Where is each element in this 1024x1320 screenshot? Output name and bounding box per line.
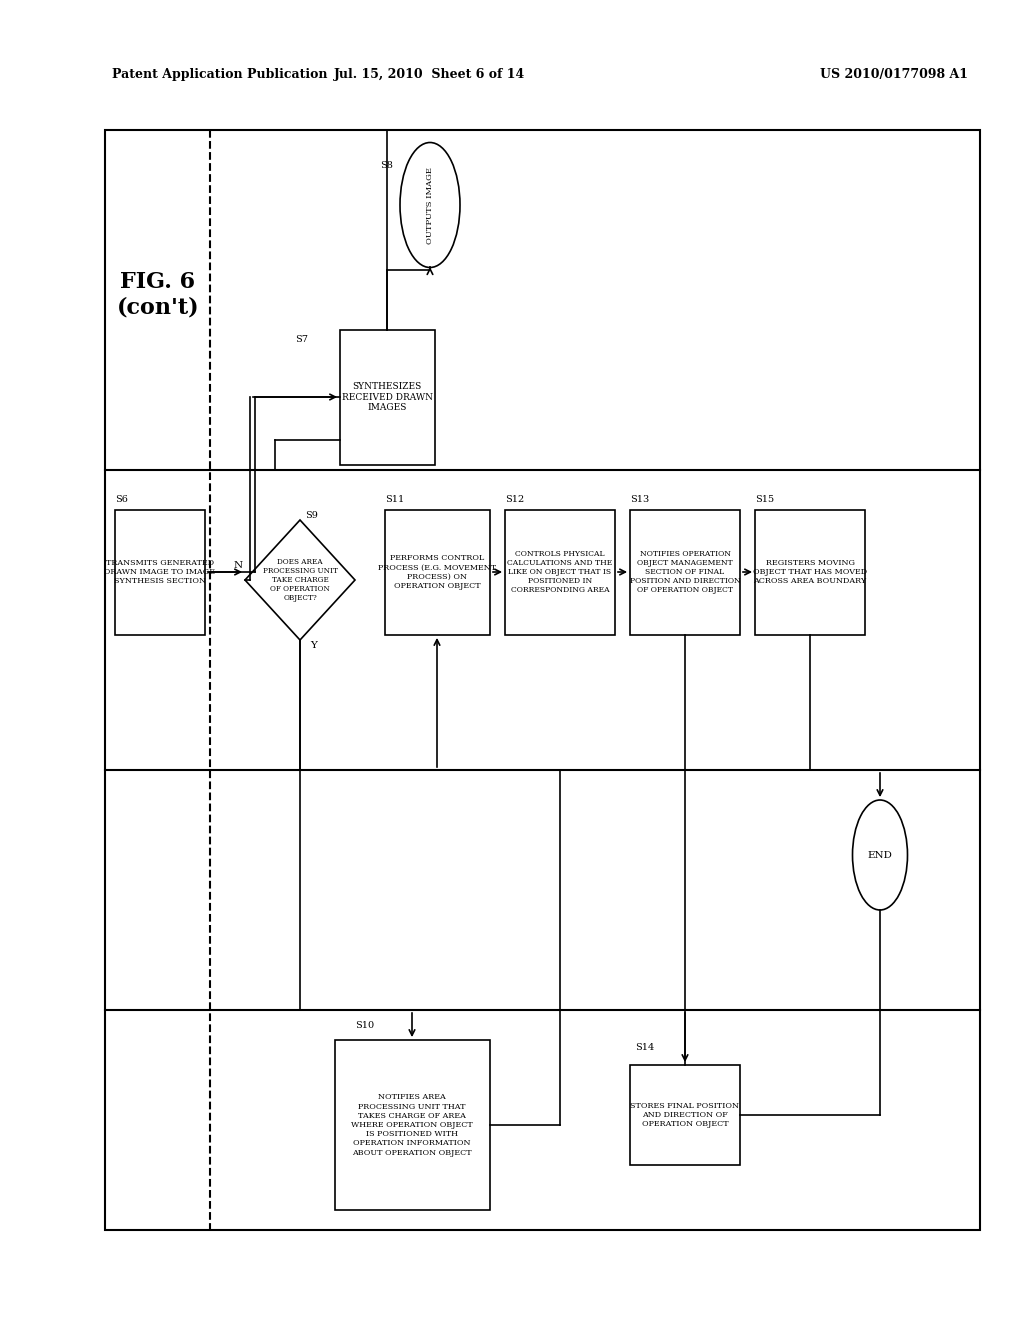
- Text: FIG. 6
(con't): FIG. 6 (con't): [117, 272, 200, 318]
- Text: NOTIFIES OPERATION
OBJECT MANAGEMENT
SECTION OF FINAL
POSITION AND DIRECTION
OF : NOTIFIES OPERATION OBJECT MANAGEMENT SEC…: [630, 549, 740, 594]
- Text: TRANSMITS GENERATED
DRAWN IMAGE TO IMAGE
SYNTHESIS SECTION: TRANSMITS GENERATED DRAWN IMAGE TO IMAGE…: [104, 558, 215, 585]
- Bar: [340, 330, 435, 465]
- Text: END: END: [867, 850, 893, 859]
- Text: PERFORMS CONTROL
PROCESS (E.G. MOVEMENT
PROCESS) ON
OPERATION OBJECT: PERFORMS CONTROL PROCESS (E.G. MOVEMENT …: [378, 554, 496, 590]
- Bar: [505, 510, 615, 635]
- Text: Jul. 15, 2010  Sheet 6 of 14: Jul. 15, 2010 Sheet 6 of 14: [335, 69, 525, 81]
- Text: N: N: [233, 561, 243, 569]
- Polygon shape: [245, 520, 355, 640]
- Text: US 2010/0177098 A1: US 2010/0177098 A1: [820, 69, 968, 81]
- Text: S14: S14: [635, 1044, 654, 1052]
- Text: S15: S15: [755, 495, 774, 504]
- Bar: [335, 1040, 490, 1210]
- Text: S10: S10: [355, 1020, 374, 1030]
- Text: REGISTERS MOVING
OBJECT THAT HAS MOVED
ACROSS AREA BOUNDARY: REGISTERS MOVING OBJECT THAT HAS MOVED A…: [753, 558, 867, 585]
- Text: S8: S8: [380, 161, 393, 169]
- Text: S7: S7: [295, 335, 308, 345]
- Bar: [385, 510, 490, 635]
- Bar: [630, 510, 740, 635]
- Text: SYNTHESIZES
RECEIVED DRAWN
IMAGES: SYNTHESIZES RECEIVED DRAWN IMAGES: [341, 381, 432, 412]
- Text: OUTPUTS IMAGE: OUTPUTS IMAGE: [426, 166, 434, 243]
- Ellipse shape: [400, 143, 460, 268]
- Ellipse shape: [853, 800, 907, 909]
- Text: S6: S6: [115, 495, 128, 504]
- Bar: [630, 1065, 740, 1166]
- Bar: [755, 510, 865, 635]
- Text: S12: S12: [505, 495, 524, 504]
- Text: DOES AREA
PROCESSING UNIT
TAKE CHARGE
OF OPERATION
OBJECT?: DOES AREA PROCESSING UNIT TAKE CHARGE OF…: [262, 557, 338, 602]
- Bar: [105, 129, 980, 1230]
- Text: Y: Y: [310, 640, 316, 649]
- Text: CONTROLS PHYSICAL
CALCULATIONS AND THE
LIKE ON OBJECT THAT IS
POSITIONED IN
CORR: CONTROLS PHYSICAL CALCULATIONS AND THE L…: [507, 549, 612, 594]
- Text: NOTIFIES AREA
PROCESSING UNIT THAT
TAKES CHARGE OF AREA
WHERE OPERATION OBJECT
I: NOTIFIES AREA PROCESSING UNIT THAT TAKES…: [351, 1093, 473, 1156]
- Text: Patent Application Publication: Patent Application Publication: [112, 69, 328, 81]
- Text: S9: S9: [305, 511, 317, 520]
- Text: S13: S13: [630, 495, 649, 504]
- Bar: [115, 510, 205, 635]
- Text: S11: S11: [385, 495, 404, 504]
- Text: STORES FINAL POSITION
AND DIRECTION OF
OPERATION OBJECT: STORES FINAL POSITION AND DIRECTION OF O…: [631, 1102, 739, 1129]
